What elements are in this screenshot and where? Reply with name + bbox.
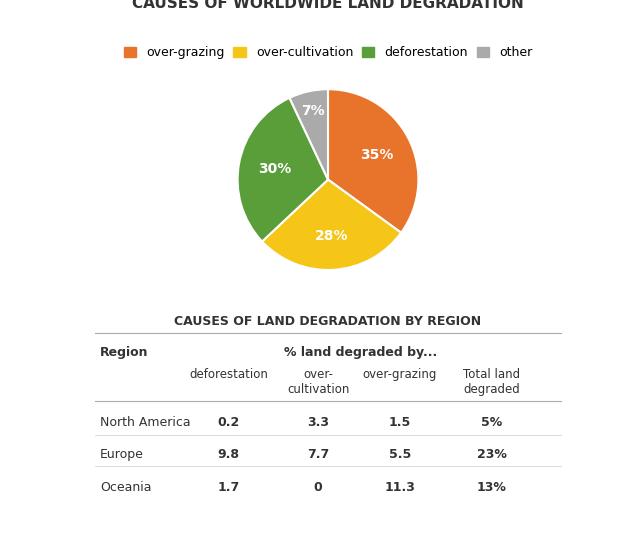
Text: 5%: 5% xyxy=(481,416,502,429)
Text: 3.3: 3.3 xyxy=(307,416,329,429)
Text: 9.8: 9.8 xyxy=(218,448,240,461)
Text: 13%: 13% xyxy=(477,481,507,494)
Text: 7%: 7% xyxy=(301,104,324,118)
Text: Oceania: Oceania xyxy=(100,481,151,494)
Text: CAUSES OF LAND DEGRADATION BY REGION: CAUSES OF LAND DEGRADATION BY REGION xyxy=(175,315,481,327)
Text: Total land
degraded: Total land degraded xyxy=(463,368,520,396)
Wedge shape xyxy=(289,89,328,180)
Text: 5.5: 5.5 xyxy=(388,448,411,461)
Wedge shape xyxy=(262,180,401,270)
Text: 0.2: 0.2 xyxy=(218,416,240,429)
Wedge shape xyxy=(237,98,328,241)
Text: Europe: Europe xyxy=(100,448,144,461)
Text: North America: North America xyxy=(100,416,191,429)
Text: 11.3: 11.3 xyxy=(385,481,415,494)
Text: % land degraded by...: % land degraded by... xyxy=(284,346,437,359)
Text: 35%: 35% xyxy=(360,148,393,162)
Text: over-
cultivation: over- cultivation xyxy=(287,368,349,396)
Text: 1.7: 1.7 xyxy=(218,481,240,494)
Text: over-grazing: over-grazing xyxy=(363,368,437,381)
Text: Region: Region xyxy=(100,346,148,359)
Text: 0: 0 xyxy=(314,481,323,494)
Legend: over-grazing, over-cultivation, deforestation, other: over-grazing, over-cultivation, deforest… xyxy=(118,41,538,64)
Text: 7.7: 7.7 xyxy=(307,448,329,461)
Title: CAUSES OF WORLDWIDE LAND DEGRADATION: CAUSES OF WORLDWIDE LAND DEGRADATION xyxy=(132,0,524,11)
Text: deforestation: deforestation xyxy=(189,368,268,381)
Text: 30%: 30% xyxy=(258,163,291,176)
Text: 23%: 23% xyxy=(477,448,507,461)
Text: 28%: 28% xyxy=(315,229,348,243)
Text: 1.5: 1.5 xyxy=(388,416,411,429)
Wedge shape xyxy=(328,89,419,233)
